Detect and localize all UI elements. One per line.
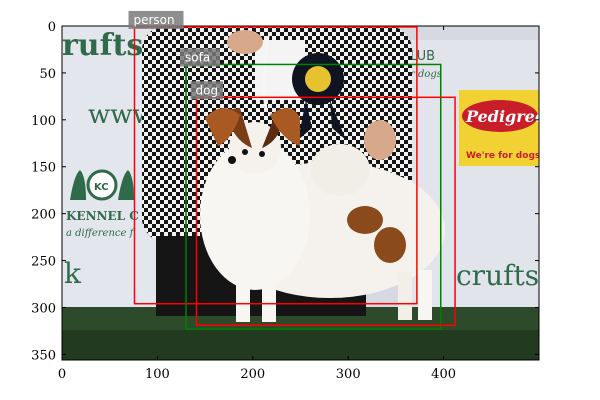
banner-text-dogs: r dogs [410, 69, 442, 80]
pedigree-tagline-text: We're for dogs [466, 151, 540, 161]
bbox-label-sofa: sofa [185, 50, 210, 64]
bbox-label-dog: dog [196, 83, 219, 97]
y-tick-label: 350 [31, 348, 56, 363]
y-tick-label: 0 [48, 20, 56, 35]
x-axis: 0 100 200 300 400 [58, 26, 456, 382]
papillon-dog [200, 108, 445, 322]
banner-text-kennel: KENNEL C [66, 209, 139, 223]
kennel-club-logo: KC [70, 169, 134, 201]
bbox-person [133, 26, 418, 305]
bbox-dog [195, 96, 456, 327]
banner-text-tagline: a difference f [66, 228, 136, 239]
x-tick-label: 100 [145, 367, 170, 382]
y-tick-label: 300 [31, 301, 56, 316]
x-tick-label: 300 [336, 367, 361, 382]
y-tick-label: 250 [31, 255, 56, 270]
banner-text-crufts-right: crufts [456, 259, 539, 292]
bbox-label-background-sofa [180, 48, 221, 67]
x-tick-label: 400 [431, 367, 456, 382]
axes-frame [61, 25, 540, 361]
bbox-label-background-person [128, 10, 184, 29]
x-tick-label: 200 [240, 367, 265, 382]
banner-text-crufts: rufts [62, 28, 143, 63]
y-tick-label: 50 [39, 67, 56, 82]
banner-text-k: k [64, 257, 82, 290]
carpet-shadow [62, 330, 539, 360]
x-tick-label: 0 [58, 367, 66, 382]
photo: rufts www. KC KENNEL C a difference f k … [62, 26, 545, 360]
y-tick-label: 200 [31, 208, 56, 223]
rosette [292, 53, 346, 140]
kc-logo-text: KC [94, 182, 109, 193]
pedigree-logo [462, 100, 538, 132]
bbox-label-person: person [134, 13, 175, 27]
y-axis: 0 50 100 150 200 250 300 350 [31, 20, 539, 363]
banner-text-lub: LUB [410, 49, 435, 64]
detection-overlays: person sofa dog [128, 10, 456, 330]
y-tick-label: 150 [31, 161, 56, 176]
bbox-sofa [185, 63, 442, 330]
pedigree-brand-text: Pedigree [465, 107, 545, 126]
bbox-label-background-dog [190, 81, 224, 100]
y-tick-label: 100 [31, 114, 56, 129]
